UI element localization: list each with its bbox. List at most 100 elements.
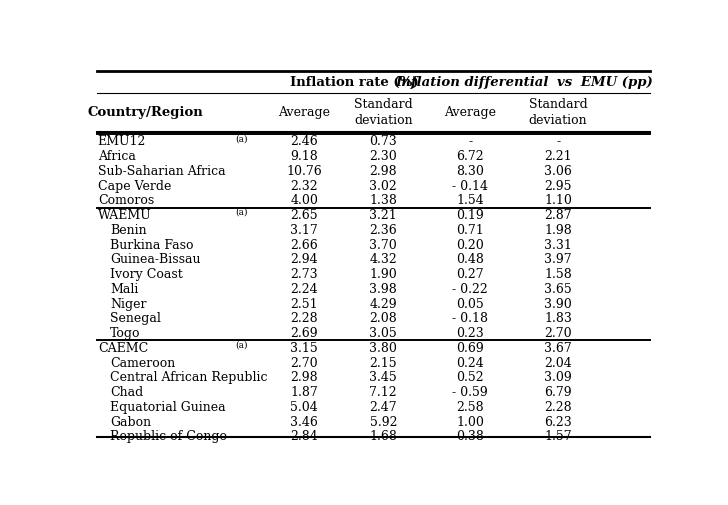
Text: Mali: Mali xyxy=(110,282,138,295)
Text: 0.20: 0.20 xyxy=(456,238,484,251)
Text: 3.21: 3.21 xyxy=(369,209,397,222)
Text: 3.06: 3.06 xyxy=(545,165,572,177)
Text: 6.79: 6.79 xyxy=(545,385,572,398)
Text: 3.80: 3.80 xyxy=(369,341,397,354)
Text: 2.24: 2.24 xyxy=(290,282,318,295)
Text: 3.70: 3.70 xyxy=(369,238,397,251)
Text: 2.87: 2.87 xyxy=(545,209,572,222)
Text: 6.23: 6.23 xyxy=(545,415,572,428)
Text: (a): (a) xyxy=(235,134,248,143)
Text: 0.19: 0.19 xyxy=(456,209,484,222)
Text: 4.29: 4.29 xyxy=(369,297,397,310)
Text: 3.98: 3.98 xyxy=(369,282,397,295)
Text: 2.08: 2.08 xyxy=(369,312,397,325)
Text: -: - xyxy=(468,135,472,148)
Text: Comoros: Comoros xyxy=(98,194,154,207)
Text: 2.70: 2.70 xyxy=(545,326,572,339)
Text: WAEMU: WAEMU xyxy=(98,209,151,222)
Text: - 0.18: - 0.18 xyxy=(452,312,488,325)
Text: 4.32: 4.32 xyxy=(369,253,397,266)
Text: 1.98: 1.98 xyxy=(545,223,572,236)
Text: - 0.14: - 0.14 xyxy=(452,179,488,192)
Text: 7.12: 7.12 xyxy=(369,385,397,398)
Text: Central African Republic: Central African Republic xyxy=(110,371,268,384)
Text: Standard
deviation: Standard deviation xyxy=(529,97,587,126)
Text: 3.05: 3.05 xyxy=(369,326,397,339)
Text: 2.98: 2.98 xyxy=(290,371,318,384)
Text: Inflation differential   vs   EMU (pp): Inflation differential vs EMU (pp) xyxy=(395,76,653,88)
Text: CAEMC: CAEMC xyxy=(98,341,148,354)
Text: 0.05: 0.05 xyxy=(456,297,484,310)
Text: 3.09: 3.09 xyxy=(545,371,572,384)
Text: 4.00: 4.00 xyxy=(290,194,318,207)
Text: Niger: Niger xyxy=(110,297,146,310)
Text: Benin: Benin xyxy=(110,223,147,236)
Text: 2.46: 2.46 xyxy=(290,135,318,148)
Text: 0.23: 0.23 xyxy=(456,326,484,339)
Text: Togo: Togo xyxy=(110,326,141,339)
Text: 2.65: 2.65 xyxy=(290,209,318,222)
Text: Senegal: Senegal xyxy=(110,312,161,325)
Text: 1.68: 1.68 xyxy=(369,430,397,442)
Text: 1.57: 1.57 xyxy=(545,430,572,442)
Text: 2.58: 2.58 xyxy=(456,400,484,413)
Text: 2.95: 2.95 xyxy=(545,179,572,192)
Text: 2.51: 2.51 xyxy=(290,297,318,310)
Text: 2.94: 2.94 xyxy=(290,253,318,266)
Text: 0.48: 0.48 xyxy=(456,253,484,266)
Text: 2.84: 2.84 xyxy=(290,430,318,442)
Text: Sub-Saharian Africa: Sub-Saharian Africa xyxy=(98,165,226,177)
Text: 1.38: 1.38 xyxy=(369,194,397,207)
Text: 1.10: 1.10 xyxy=(545,194,572,207)
Text: Average: Average xyxy=(278,106,331,118)
Text: Cape Verde: Cape Verde xyxy=(98,179,171,192)
Text: 2.21: 2.21 xyxy=(545,150,572,163)
Text: 2.32: 2.32 xyxy=(290,179,318,192)
Text: EMU12: EMU12 xyxy=(98,135,146,148)
Text: 10.76: 10.76 xyxy=(286,165,323,177)
Text: Chad: Chad xyxy=(110,385,143,398)
Text: 2.28: 2.28 xyxy=(545,400,572,413)
Text: 5.04: 5.04 xyxy=(290,400,318,413)
Text: 3.46: 3.46 xyxy=(290,415,318,428)
Text: 1.58: 1.58 xyxy=(545,268,572,281)
Text: 3.15: 3.15 xyxy=(290,341,318,354)
Text: 1.83: 1.83 xyxy=(545,312,572,325)
Text: 2.28: 2.28 xyxy=(290,312,318,325)
Text: 3.02: 3.02 xyxy=(369,179,397,192)
Text: 2.30: 2.30 xyxy=(369,150,397,163)
Text: 8.30: 8.30 xyxy=(456,165,484,177)
Text: 3.65: 3.65 xyxy=(545,282,572,295)
Text: 1.90: 1.90 xyxy=(369,268,397,281)
Text: - 0.59: - 0.59 xyxy=(452,385,488,398)
Text: Inflation rate (%): Inflation rate (%) xyxy=(290,76,418,88)
Text: 9.18: 9.18 xyxy=(290,150,318,163)
Text: 2.98: 2.98 xyxy=(369,165,397,177)
Text: 3.90: 3.90 xyxy=(545,297,572,310)
Text: 3.31: 3.31 xyxy=(545,238,572,251)
Text: Cameroon: Cameroon xyxy=(110,356,175,369)
Text: Average: Average xyxy=(444,106,496,118)
Text: 1.87: 1.87 xyxy=(290,385,318,398)
Text: 2.36: 2.36 xyxy=(369,223,397,236)
Text: 3.67: 3.67 xyxy=(545,341,572,354)
Text: Africa: Africa xyxy=(98,150,135,163)
Text: 5.92: 5.92 xyxy=(370,415,397,428)
Text: 1.54: 1.54 xyxy=(456,194,484,207)
Text: Guinea-Bissau: Guinea-Bissau xyxy=(110,253,201,266)
Text: 6.72: 6.72 xyxy=(456,150,484,163)
Text: Republic of Congo: Republic of Congo xyxy=(110,430,227,442)
Text: 3.17: 3.17 xyxy=(290,223,318,236)
Text: Burkina Faso: Burkina Faso xyxy=(110,238,194,251)
Text: Standard
deviation: Standard deviation xyxy=(354,97,413,126)
Text: 0.24: 0.24 xyxy=(456,356,484,369)
Text: 0.73: 0.73 xyxy=(369,135,397,148)
Text: - 0.22: - 0.22 xyxy=(452,282,488,295)
Text: Gabon: Gabon xyxy=(110,415,151,428)
Text: 3.97: 3.97 xyxy=(545,253,572,266)
Text: Country/Region: Country/Region xyxy=(88,106,204,118)
Text: 0.69: 0.69 xyxy=(456,341,484,354)
Text: 2.04: 2.04 xyxy=(545,356,572,369)
Text: 2.69: 2.69 xyxy=(290,326,318,339)
Text: 2.15: 2.15 xyxy=(369,356,397,369)
